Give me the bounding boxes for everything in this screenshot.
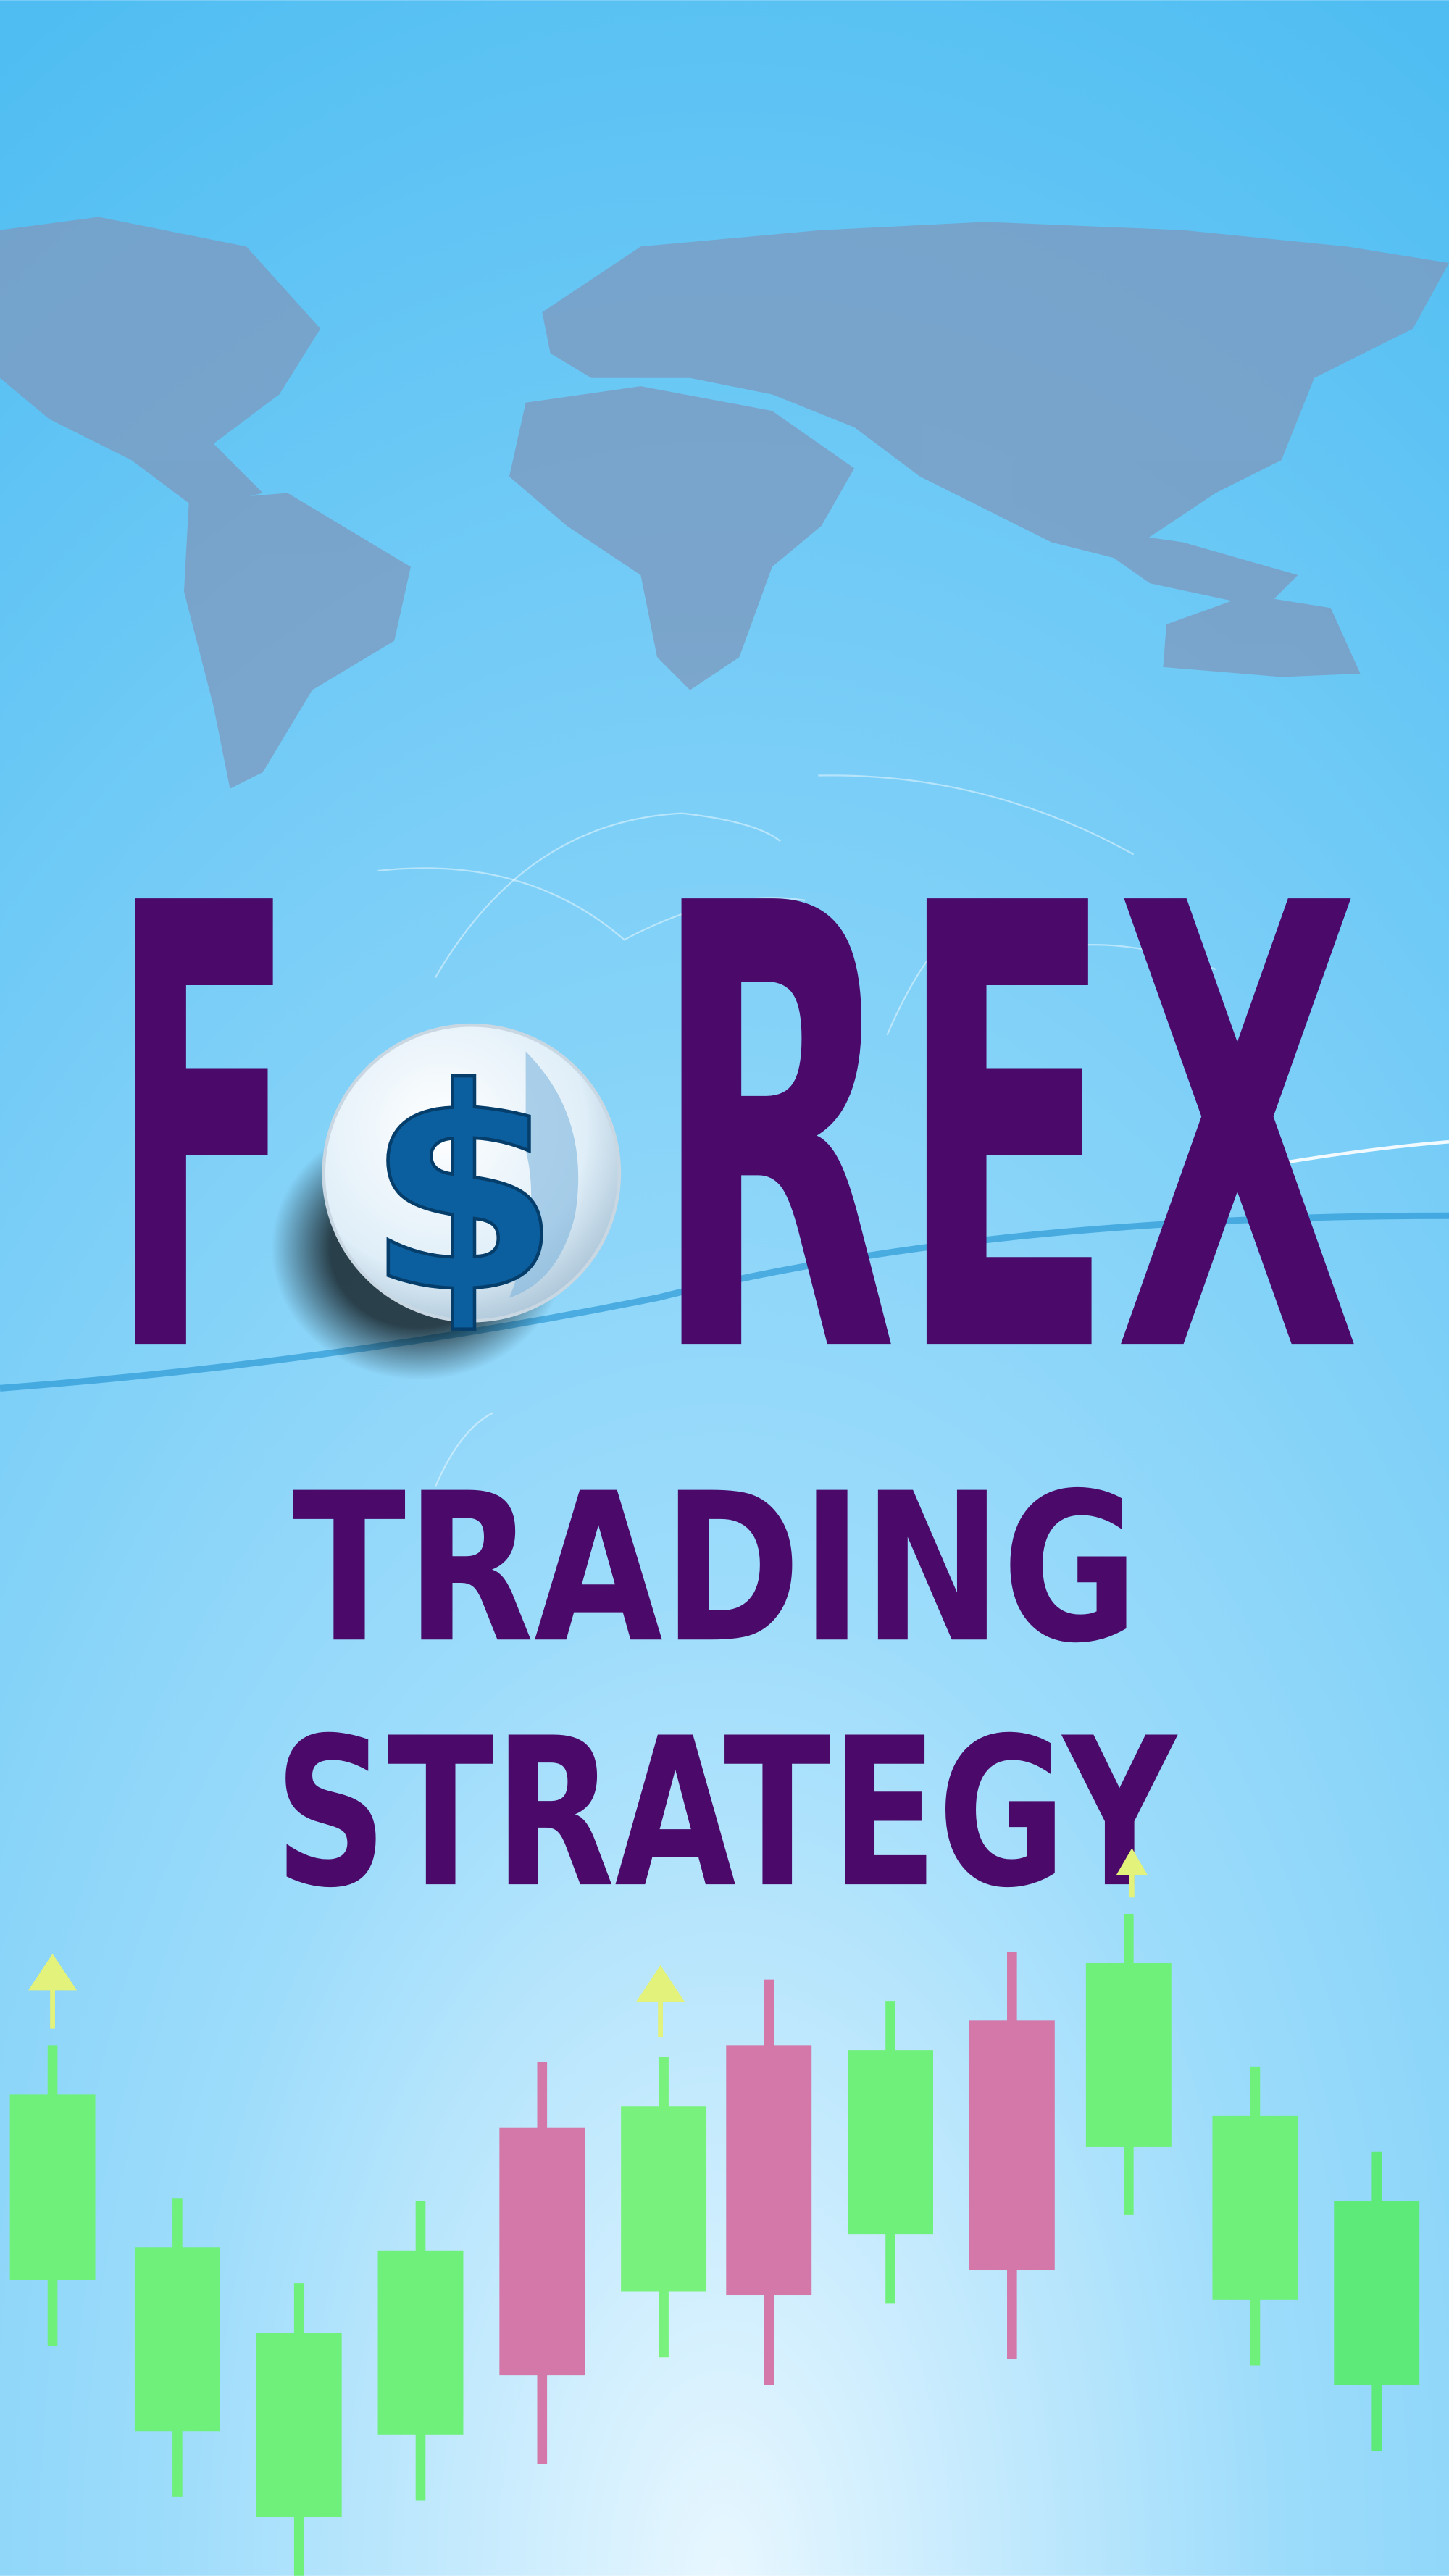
globe-land	[509, 1051, 579, 1298]
world-map	[0, 217, 1449, 789]
network-lines	[0, 774, 1449, 1487]
logo-letters: REX	[652, 777, 1360, 1488]
dollar-sign: $	[366, 1029, 560, 1354]
candlesticks	[9, 1848, 1420, 2576]
logo-letter: F	[110, 777, 296, 1488]
headline-line: STRATEGY	[275, 1694, 1178, 1933]
headline-line: TRADING	[293, 1449, 1139, 1688]
